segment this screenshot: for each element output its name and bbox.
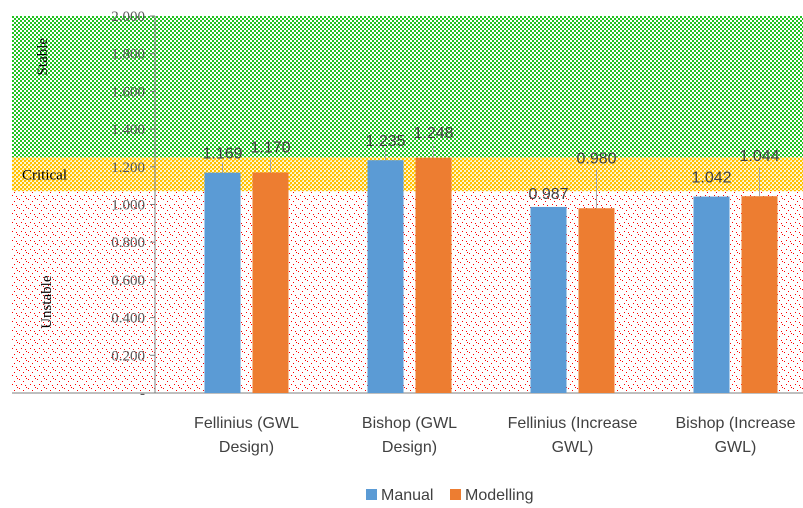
bar-manual xyxy=(204,172,241,393)
y-tick-label: - xyxy=(140,386,145,402)
x-tick-label: GWL) xyxy=(715,439,757,456)
data-labels: 1.169 1.170 1.235 1.248 0.987 0.980 1.042 1.044 xyxy=(202,125,780,209)
x-tick-label: Design) xyxy=(382,439,437,456)
bar-manual xyxy=(693,196,730,393)
y-tick-label: 1.400 xyxy=(111,122,145,138)
zone-label-unstable: Unstable xyxy=(39,275,55,329)
stability-zones: Stable Critical Unstable xyxy=(12,16,803,393)
legend-label-manual: Manual xyxy=(381,487,433,504)
y-tick-label: 0.800 xyxy=(111,235,145,251)
y-tick-label: 1.600 xyxy=(111,84,145,100)
y-tick-label: 0.400 xyxy=(111,311,145,327)
y-tick-label: 2.000 xyxy=(111,9,145,25)
y-axis: - 0.200 0.400 0.600 0.800 1.000 1.200 1.400 1.60… xyxy=(12,9,803,402)
legend-swatch-modelling xyxy=(450,489,461,500)
data-label-modelling: 1.170 xyxy=(250,139,290,156)
y-tick-label: 1.200 xyxy=(111,160,145,176)
y-tick-label: 1.000 xyxy=(111,198,145,214)
x-axis: Fellinius (GWL Design) Bishop (GWL Design) F… xyxy=(194,415,796,456)
legend-label-modelling: Modelling xyxy=(465,487,533,504)
data-label-manual: 1.169 xyxy=(202,146,242,163)
bar-manual xyxy=(367,160,404,393)
zone-label-stable: Stable xyxy=(35,38,51,76)
zone-stable xyxy=(12,16,803,158)
bar-manual xyxy=(530,206,567,393)
x-tick-label: Bishop (Increase xyxy=(675,415,795,432)
zone-critical xyxy=(12,157,803,192)
x-tick-label: Fellinius (Increase xyxy=(508,415,638,432)
x-tick-label: Design) xyxy=(219,439,274,456)
y-tick-label: 0.600 xyxy=(111,273,145,289)
data-label-modelling: 1.248 xyxy=(413,125,453,142)
x-tick-label: Bishop (GWL xyxy=(362,415,457,432)
data-label-manual: 0.987 xyxy=(528,186,568,203)
bar-modelling xyxy=(252,172,289,393)
legend-swatch-manual xyxy=(366,489,377,500)
bars xyxy=(204,157,778,393)
x-tick-label: GWL) xyxy=(552,439,594,456)
data-label-modelling: 1.044 xyxy=(739,148,779,165)
y-tick-label: 0.200 xyxy=(111,348,145,364)
zone-label-critical: Critical xyxy=(22,167,67,183)
legend: Manual Modelling xyxy=(366,487,533,504)
bar-modelling xyxy=(415,157,452,393)
x-tick-label: Fellinius (GWL xyxy=(194,415,299,432)
data-label-modelling: 0.980 xyxy=(576,150,616,167)
data-label-manual: 1.235 xyxy=(365,133,405,150)
data-label-manual: 1.042 xyxy=(691,170,731,187)
bar-modelling xyxy=(578,208,615,393)
y-tick-label: 1.800 xyxy=(111,47,145,63)
zone-unstable xyxy=(12,191,803,393)
bar-modelling xyxy=(741,196,778,393)
